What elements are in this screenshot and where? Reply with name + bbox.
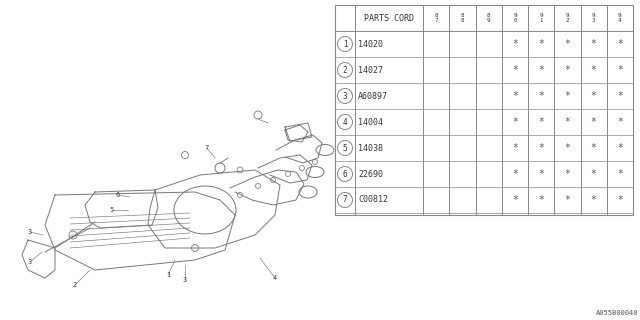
- Text: 1: 1: [342, 39, 348, 49]
- Text: *: *: [564, 39, 570, 49]
- Text: *: *: [538, 91, 544, 101]
- Text: 8
7: 8 7: [435, 13, 438, 23]
- Text: 1: 1: [166, 272, 170, 278]
- Text: *: *: [591, 91, 596, 101]
- Text: 4: 4: [342, 117, 348, 126]
- Text: *: *: [591, 39, 596, 49]
- Text: 14027: 14027: [358, 66, 383, 75]
- Bar: [335, 5, 633, 215]
- Text: *: *: [591, 117, 596, 127]
- Text: A055B00040: A055B00040: [595, 310, 638, 316]
- Text: *: *: [538, 39, 544, 49]
- Text: 9
2: 9 2: [566, 13, 569, 23]
- Text: 6: 6: [342, 170, 348, 179]
- Text: *: *: [617, 143, 623, 153]
- Text: *: *: [512, 143, 518, 153]
- Text: 3: 3: [28, 229, 32, 235]
- Text: 14038: 14038: [358, 143, 383, 153]
- Text: *: *: [512, 117, 518, 127]
- Text: *: *: [617, 39, 623, 49]
- Text: 14004: 14004: [358, 117, 383, 126]
- Text: 5: 5: [110, 207, 114, 213]
- Text: *: *: [617, 195, 623, 205]
- Text: 3: 3: [28, 259, 32, 265]
- Text: *: *: [512, 65, 518, 75]
- Text: 9
4: 9 4: [618, 13, 621, 23]
- Text: *: *: [564, 195, 570, 205]
- Text: *: *: [617, 169, 623, 179]
- Text: PARTS CORD: PARTS CORD: [364, 13, 414, 22]
- Text: *: *: [564, 169, 570, 179]
- Text: C00812: C00812: [358, 196, 388, 204]
- Text: 4: 4: [273, 275, 277, 281]
- Text: *: *: [538, 195, 544, 205]
- Text: *: *: [538, 117, 544, 127]
- Text: 6: 6: [116, 192, 120, 198]
- Text: 8
9: 8 9: [487, 13, 490, 23]
- Text: *: *: [591, 143, 596, 153]
- Text: *: *: [512, 195, 518, 205]
- Text: A60897: A60897: [358, 92, 388, 100]
- Text: *: *: [591, 65, 596, 75]
- Text: 7: 7: [342, 196, 348, 204]
- Text: 3: 3: [183, 277, 187, 283]
- Text: *: *: [591, 169, 596, 179]
- Text: *: *: [512, 169, 518, 179]
- Text: *: *: [591, 195, 596, 205]
- Text: *: *: [512, 39, 518, 49]
- Text: 14020: 14020: [358, 39, 383, 49]
- Text: 8
8: 8 8: [461, 13, 464, 23]
- Text: 3: 3: [342, 92, 348, 100]
- Text: 5: 5: [342, 143, 348, 153]
- Text: 22690: 22690: [358, 170, 383, 179]
- Text: 9
1: 9 1: [540, 13, 543, 23]
- Text: *: *: [617, 91, 623, 101]
- Text: 2: 2: [342, 66, 348, 75]
- Text: *: *: [564, 117, 570, 127]
- Text: *: *: [538, 169, 544, 179]
- Text: 9
3: 9 3: [592, 13, 595, 23]
- Text: 7: 7: [205, 145, 209, 151]
- Text: *: *: [564, 91, 570, 101]
- Text: *: *: [564, 143, 570, 153]
- Text: *: *: [564, 65, 570, 75]
- Text: 2: 2: [73, 282, 77, 288]
- Text: 9
0: 9 0: [513, 13, 516, 23]
- Text: *: *: [538, 143, 544, 153]
- Text: *: *: [512, 91, 518, 101]
- Text: *: *: [617, 65, 623, 75]
- Text: *: *: [538, 65, 544, 75]
- Text: *: *: [617, 117, 623, 127]
